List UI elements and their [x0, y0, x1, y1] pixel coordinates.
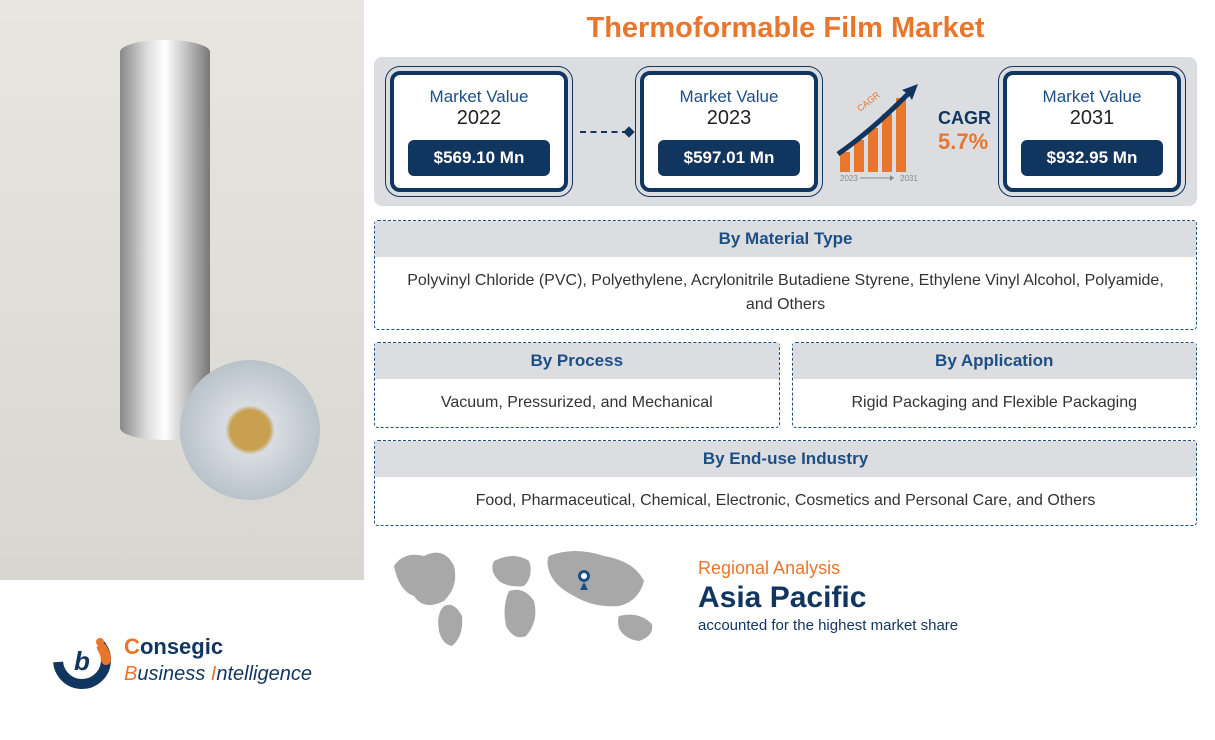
value-label: Market Value: [658, 87, 800, 107]
segment-body: Food, Pharmaceutical, Chemical, Electron…: [375, 477, 1196, 525]
logo-w2d: ntelligence: [216, 663, 312, 685]
value-year: 2022: [408, 107, 550, 130]
segment-material: By Material Type Polyvinyl Chloride (PVC…: [374, 220, 1197, 330]
segment-header: By End-use Industry: [375, 441, 1196, 477]
page-title: Thermoformable Film Market: [374, 8, 1197, 57]
value-amount: $597.01 Mn: [658, 140, 800, 176]
regional-heading: Regional Analysis: [698, 558, 958, 579]
film-roll-tall: [120, 40, 210, 440]
cagr-block: CAGR 2023 2031 CAGR 5.7%: [830, 82, 991, 182]
value-label: Market Value: [1021, 87, 1163, 107]
cagr-from-year: 2023: [840, 174, 858, 182]
logo-text: Consegic Business Intelligence: [124, 633, 312, 688]
logo-w1b: onsegic: [140, 634, 223, 659]
cagr-chart-icon: CAGR 2023 2031: [830, 82, 930, 182]
segment-body: Rigid Packaging and Flexible Packaging: [793, 379, 1197, 427]
cagr-to-year: 2031: [900, 174, 918, 182]
cagr-value: 5.7%: [938, 129, 991, 155]
segment-application: By Application Rigid Packaging and Flexi…: [792, 342, 1198, 428]
svg-text:CAGR: CAGR: [855, 89, 882, 113]
connector-icon: [580, 131, 628, 133]
regional-region: Asia Pacific: [698, 581, 958, 615]
logo-w2b: usiness: [137, 663, 210, 685]
logo-icon: b: [52, 630, 112, 690]
value-year: 2023: [658, 107, 800, 130]
segment-enduse: By End-use Industry Food, Pharmaceutical…: [374, 440, 1197, 526]
value-card-2031: Market Value 2031 $932.95 Mn: [1003, 71, 1181, 192]
segment-process: By Process Vacuum, Pressurized, and Mech…: [374, 342, 780, 428]
logo-w1a: C: [124, 634, 140, 659]
brand-logo: b Consegic Business Intelligence: [0, 580, 364, 740]
product-photo: [0, 0, 364, 580]
value-amount: $569.10 Mn: [408, 140, 550, 176]
logo-w2a: B: [124, 663, 137, 685]
segment-header: By Material Type: [375, 221, 1196, 257]
value-card-2022: Market Value 2022 $569.10 Mn: [390, 71, 568, 192]
segment-header: By Application: [793, 343, 1197, 379]
value-card-2023: Market Value 2023 $597.01 Mn: [640, 71, 818, 192]
market-value-bar: Market Value 2022 $569.10 Mn Market Valu…: [374, 57, 1197, 206]
segment-body: Vacuum, Pressurized, and Mechanical: [375, 379, 779, 427]
regional-sub: accounted for the highest market share: [698, 617, 958, 634]
svg-text:b: b: [74, 646, 90, 676]
segment-header: By Process: [375, 343, 779, 379]
value-amount: $932.95 Mn: [1021, 140, 1163, 176]
film-roll-short: [180, 360, 320, 500]
value-year: 2031: [1021, 107, 1163, 130]
value-label: Market Value: [408, 87, 550, 107]
world-map-icon: [374, 536, 674, 656]
regional-analysis: Regional Analysis Asia Pacific accounted…: [374, 536, 1197, 656]
cagr-label: CAGR: [938, 108, 991, 129]
segment-body: Polyvinyl Chloride (PVC), Polyethylene, …: [375, 257, 1196, 329]
